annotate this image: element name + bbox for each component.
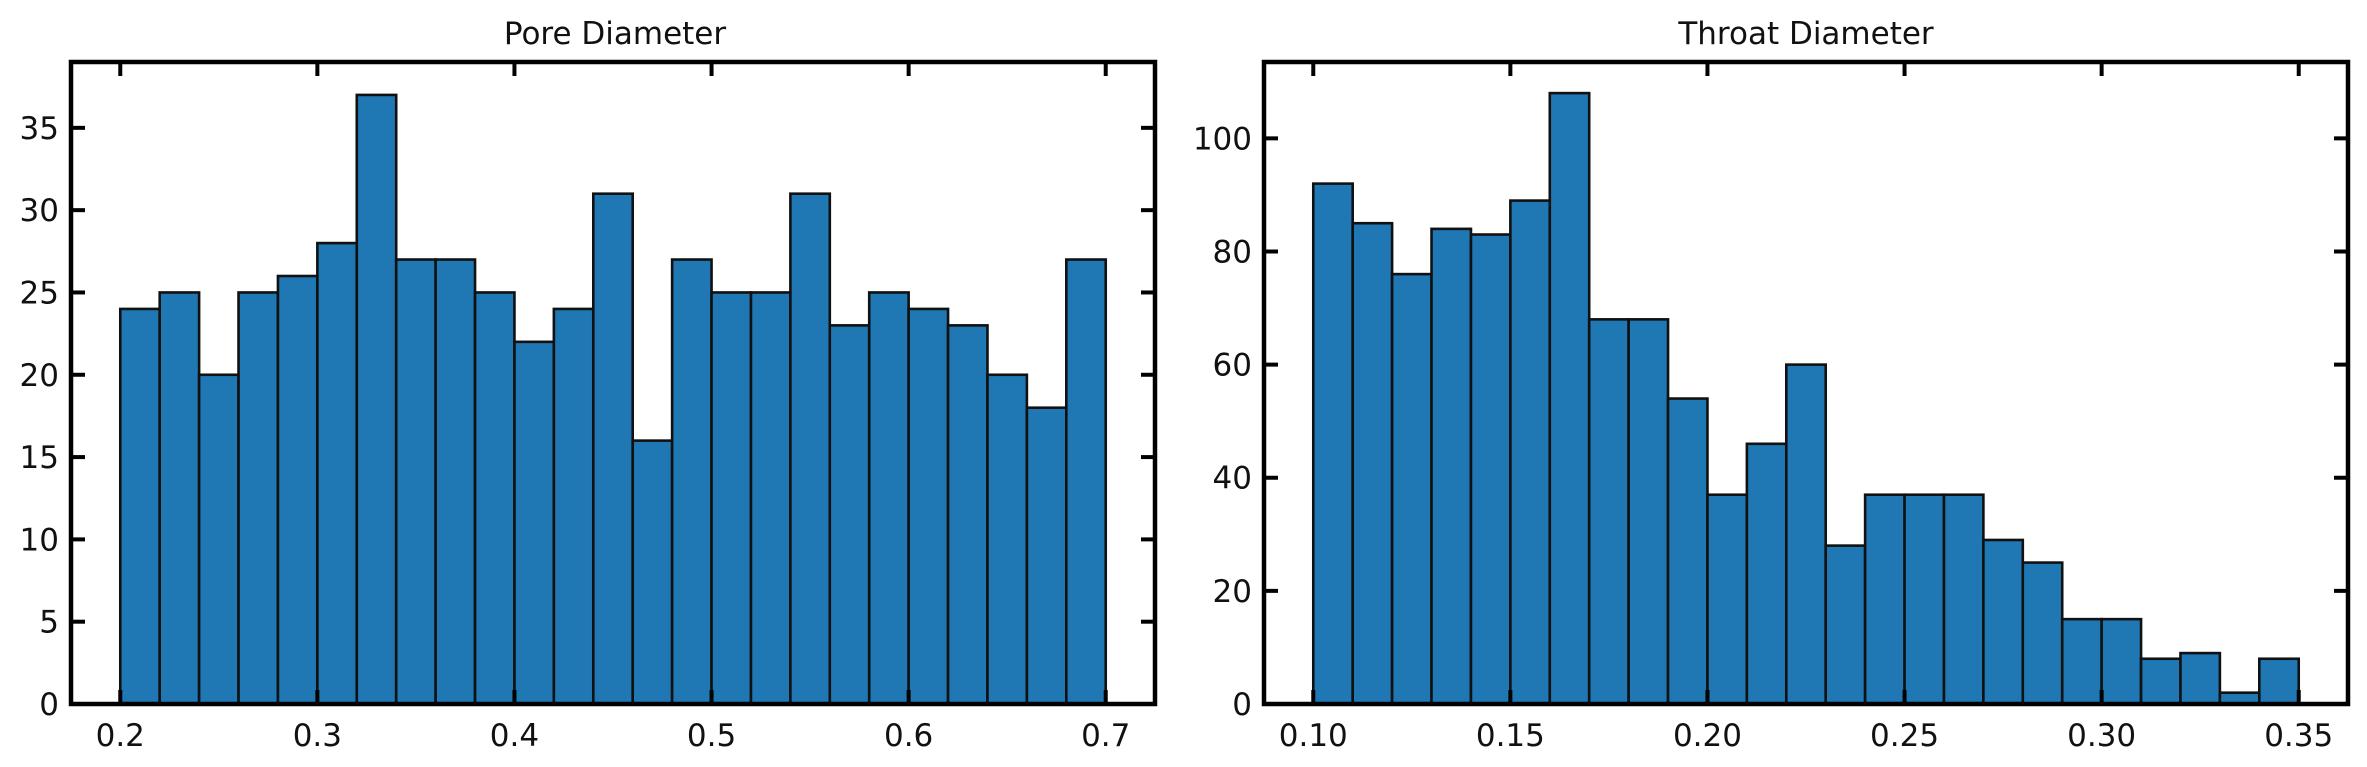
histogram-bar: [2179, 651, 2222, 706]
histogram-bar: [355, 93, 398, 706]
y-tick-label: 20: [1213, 574, 1252, 610]
x-tick-label: 0.10: [1279, 718, 1348, 754]
histogram-bar: [1025, 406, 1068, 706]
bars: [1311, 91, 2301, 706]
histogram-bar: [1065, 258, 1108, 706]
y-tick-label: 40: [1213, 461, 1252, 497]
x-tick-label: 0.25: [1870, 718, 1939, 754]
histogram-bar: [1548, 91, 1591, 706]
histogram-bar: [1311, 182, 1354, 706]
histogram-bar: [158, 291, 201, 706]
chart-title: Pore Diameter: [504, 16, 727, 52]
chart-title: Throat Diameter: [1677, 16, 1934, 52]
x-tick-label: 0.2: [96, 718, 145, 754]
x-tick-label: 0.6: [884, 718, 933, 754]
histogram-bar: [1627, 318, 1670, 706]
y-tick-label: 5: [39, 605, 59, 641]
histogram-bar: [2139, 657, 2182, 706]
histogram-bar: [986, 373, 1029, 706]
histogram-bar: [1745, 442, 1788, 706]
histogram-bar: [1863, 493, 1906, 706]
bars: [118, 93, 1108, 706]
histogram-bar: [237, 291, 280, 706]
histogram-bar: [2100, 617, 2143, 706]
histogram-bar: [434, 258, 477, 706]
histogram-bar: [1351, 221, 1394, 706]
histogram-bar: [276, 274, 319, 706]
histogram-bar: [1706, 493, 1749, 706]
throat-diameter-panel: Throat Diameter 0.10 0.15 0.20 0.25 0.30 0.35…: [1193, 16, 2351, 754]
y-tick-label: 30: [20, 193, 59, 229]
y-tick-label: 100: [1193, 121, 1252, 157]
ticks: 0.2 0.3 0.4 0.5 0.6 0.7 0 5 10 15 20 25 30 35: [20, 62, 1155, 754]
histogram-bar: [591, 192, 635, 706]
histogram-bar: [552, 307, 595, 706]
histogram-bar: [2060, 617, 2103, 706]
x-tick-label: 0.15: [1476, 718, 1545, 754]
histogram-bar: [1587, 318, 1630, 706]
histogram-bar: [1942, 493, 1985, 706]
histogram-bar: [1784, 363, 1828, 706]
histogram-bar: [1509, 199, 1552, 706]
x-tick-label: 0.30: [2067, 718, 2136, 754]
histogram-bar: [118, 307, 161, 706]
y-tick-label: 60: [1213, 348, 1252, 384]
histogram-bar: [789, 192, 832, 706]
x-tick-label: 0.20: [1673, 718, 1742, 754]
histogram-bar: [513, 340, 556, 706]
histogram-bar: [828, 324, 871, 706]
histogram-bar: [749, 291, 792, 706]
y-tick-label: 0: [1232, 687, 1252, 723]
x-tick-label: 0.5: [687, 718, 736, 754]
histogram-bar: [1903, 493, 1946, 706]
histogram-bar: [710, 291, 753, 706]
histogram-bar: [907, 307, 950, 706]
axes-frame: [68, 59, 1158, 707]
ticks: 0.10 0.15 0.20 0.25 0.30 0.35 0 20 40 60 80 100: [1193, 62, 2348, 754]
y-tick-label: 15: [20, 440, 59, 476]
histogram-bar: [1390, 272, 1433, 706]
histogram-bar: [2258, 657, 2301, 706]
x-tick-label: 0.35: [2264, 718, 2333, 754]
histogram-bar: [197, 373, 240, 706]
x-tick-label: 0.7: [1081, 718, 1130, 754]
histogram-bar: [1469, 233, 1512, 706]
histogram-bar: [394, 258, 437, 706]
histogram-bar: [1982, 538, 2025, 706]
histogram-bar: [1430, 227, 1473, 706]
histogram-bar: [670, 258, 713, 706]
y-tick-label: 10: [20, 522, 59, 558]
y-tick-label: 25: [20, 275, 59, 311]
y-tick-label: 0: [39, 687, 59, 723]
histogram-bar: [631, 439, 674, 706]
histogram-bar: [1666, 397, 1709, 706]
y-tick-label: 35: [20, 111, 59, 147]
axes-frame: [1261, 59, 2351, 707]
x-tick-label: 0.4: [490, 718, 539, 754]
histogram-bar: [316, 241, 359, 706]
pore-diameter-panel: Pore Diameter 0.2 0.3 0.4 0.5 0.6 0.7 0 5 10 15 20…: [20, 16, 1158, 754]
y-tick-label: 80: [1213, 234, 1252, 270]
x-tick-label: 0.3: [293, 718, 342, 754]
histogram-bar: [867, 291, 910, 706]
histogram-bar: [946, 324, 989, 706]
histogram-bar: [1824, 544, 1867, 706]
histogram-bar: [2021, 561, 2064, 706]
histogram-bar: [473, 291, 516, 706]
y-tick-label: 20: [20, 358, 59, 394]
